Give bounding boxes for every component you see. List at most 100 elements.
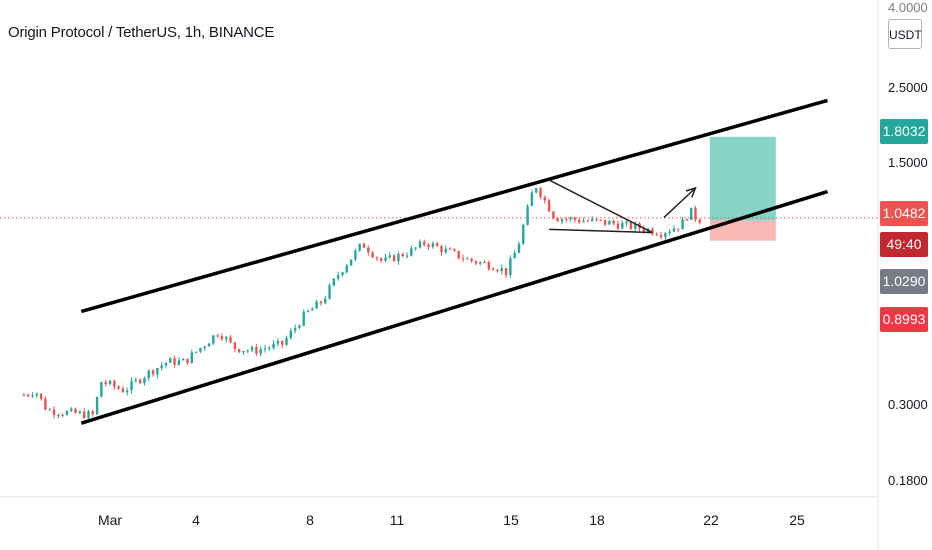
x-tick-label: 11 [389,512,405,528]
candle-body [82,411,86,419]
candle-body [405,255,409,257]
candle-body [250,347,254,351]
candle-body [595,218,598,220]
candle-body [371,252,374,258]
x-tick-label: 18 [589,512,605,528]
candle-body [319,301,323,304]
candle-body [625,221,628,224]
candle-body [582,220,585,223]
candle-body [629,221,633,229]
candle-body [44,398,47,410]
candle-body [164,362,168,366]
candle-body [410,248,413,256]
candle-body [444,248,447,253]
candle-body [634,223,637,229]
candle-body [354,250,357,260]
candle-body [156,368,159,375]
candle-body [375,257,379,259]
candle-body [530,192,534,207]
candle-body [289,330,293,339]
candle-body [664,233,667,238]
candle-body [457,250,460,259]
candle-body [104,382,107,385]
chart-title: Origin Protocol / TetherUS, 1h, BINANCE [8,24,275,41]
candle-body [586,220,590,222]
candle-body [199,347,202,352]
candle-body [392,255,396,262]
candle-body [689,207,693,220]
candle-body [207,343,211,347]
candle-body [466,258,469,260]
candle-body [22,395,26,397]
candle-body [160,365,163,369]
triangle-lower-line [549,228,653,234]
x-tick-label: 15 [503,512,519,528]
candle-body [349,259,353,266]
candle-body [225,337,228,340]
candle-body [306,310,310,312]
candle-body [496,270,499,272]
candle-body [237,349,241,353]
candle-body [216,335,219,337]
candle-body [543,197,547,201]
candle-body [423,241,426,245]
candle-body [39,393,43,399]
candle-body [483,262,486,264]
stop-zone [709,220,776,241]
candle-body [65,411,69,415]
bar-countdown-badge: 49:40 [880,232,928,257]
candle-body [242,350,245,353]
candle-body [35,393,39,396]
candle-body [573,217,577,220]
channel-lower-line [80,189,829,425]
candle-body [138,379,142,384]
candle-body [190,352,193,363]
candle-body [108,380,112,385]
currency-unit-button[interactable]: USDT [888,19,922,49]
candle-body [500,268,503,272]
candle-body [169,358,172,363]
candle-body [461,258,465,260]
candle-body [220,336,224,340]
candle-body [332,278,336,286]
candle-body [52,409,56,415]
candle-body [526,206,529,225]
y-tick-label: 0.1800 [888,473,928,488]
candle-body [590,218,594,221]
candle-body [397,253,400,262]
candle-body [95,396,99,415]
candle-body [569,217,572,220]
candle-body [504,268,508,275]
candle-body [560,219,564,222]
candle-body [517,243,521,253]
candle-body [513,252,516,259]
candle-body [367,247,370,253]
candle-body [362,243,366,248]
candle-body [91,411,94,415]
candle-body [608,221,611,225]
target-zone [709,136,776,221]
candle-body [384,257,387,261]
candle-body [87,411,90,419]
candle-body [578,219,581,223]
candle-body [539,188,542,198]
candle-body [27,395,30,397]
candle-body [117,386,120,389]
candle-body [616,223,620,229]
candle-body [487,262,491,270]
candle-body [74,408,77,413]
candle-body [534,188,538,193]
candle-body [448,248,452,250]
y-tick-label: 1.5000 [888,155,928,170]
candle-body [263,348,267,350]
candle-body [427,244,430,247]
x-tick-label: 8 [306,512,314,528]
candle-body [659,235,663,238]
candle-body [651,228,654,235]
candle-body [315,301,318,309]
candle-body [121,388,125,393]
candle-body [380,258,383,261]
candle-body [281,340,284,345]
